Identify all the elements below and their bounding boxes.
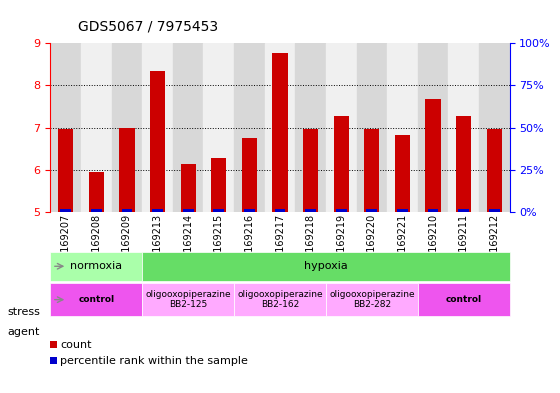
Bar <box>244 209 255 212</box>
Bar <box>183 209 194 212</box>
Bar <box>487 129 502 212</box>
Bar <box>180 163 196 212</box>
Bar <box>91 209 102 212</box>
Text: control: control <box>78 295 114 304</box>
Text: hypoxia: hypoxia <box>304 261 348 271</box>
Bar <box>397 209 408 212</box>
Bar <box>274 209 286 212</box>
Bar <box>272 53 288 212</box>
Text: GDS5067 / 7975453: GDS5067 / 7975453 <box>78 19 218 33</box>
Bar <box>458 209 469 212</box>
Bar <box>418 43 449 212</box>
Bar <box>203 43 234 212</box>
Bar <box>428 209 438 212</box>
Text: percentile rank within the sample: percentile rank within the sample <box>60 356 248 366</box>
Bar <box>326 283 418 316</box>
Text: oligooxopiperazine
BB2-125: oligooxopiperazine BB2-125 <box>146 290 231 309</box>
Bar <box>50 252 142 281</box>
Bar <box>295 43 326 212</box>
Bar <box>357 43 387 212</box>
Bar <box>305 209 316 212</box>
Bar <box>58 129 73 212</box>
Bar <box>111 43 142 212</box>
Bar <box>211 158 226 212</box>
Bar <box>336 209 347 212</box>
Bar <box>387 43 418 212</box>
Bar <box>142 43 173 212</box>
Bar <box>81 43 111 212</box>
Bar <box>479 43 510 212</box>
Bar <box>242 138 257 212</box>
Text: normoxia: normoxia <box>70 261 123 271</box>
Bar <box>303 129 318 212</box>
Bar <box>364 129 380 212</box>
Text: control: control <box>446 295 482 304</box>
Text: agent: agent <box>7 327 40 337</box>
Bar <box>88 172 104 212</box>
Text: stress: stress <box>7 307 40 318</box>
Bar <box>122 209 132 212</box>
Bar <box>234 43 265 212</box>
Bar <box>173 43 203 212</box>
Bar <box>334 116 349 212</box>
Bar <box>213 209 224 212</box>
Text: oligooxopiperazine
BB2-282: oligooxopiperazine BB2-282 <box>329 290 414 309</box>
Bar <box>152 209 163 212</box>
Bar <box>50 43 81 212</box>
Bar <box>60 209 71 212</box>
Bar <box>234 283 326 316</box>
Bar <box>119 128 134 212</box>
Bar <box>142 283 234 316</box>
Bar <box>142 252 510 281</box>
Bar <box>150 71 165 212</box>
Bar <box>418 283 510 316</box>
Bar <box>456 116 472 212</box>
Bar <box>449 43 479 212</box>
Bar <box>366 209 377 212</box>
Bar <box>326 43 357 212</box>
Bar <box>50 283 142 316</box>
Bar <box>395 135 410 212</box>
Bar <box>426 99 441 212</box>
Text: oligooxopiperazine
BB2-162: oligooxopiperazine BB2-162 <box>237 290 323 309</box>
Bar <box>265 43 295 212</box>
Bar <box>489 209 500 212</box>
Text: count: count <box>60 340 91 350</box>
